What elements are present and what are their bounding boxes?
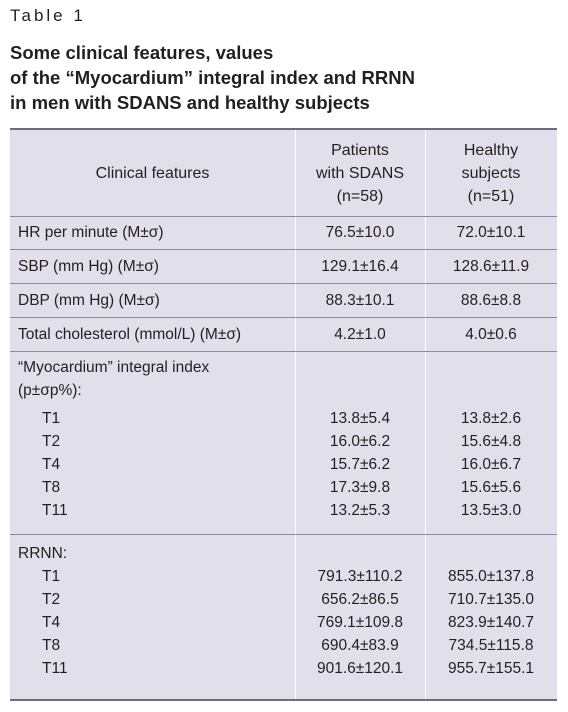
header-healthy-line: subjects — [461, 164, 521, 182]
row-healthy-value: 4.0±0.6 — [465, 325, 517, 343]
table-title-line: Some clinical features, values — [10, 42, 274, 63]
sub-row-patients-value: 16.0±6.2 — [329, 432, 391, 450]
sub-row-healthy-value: 734.5±115.8 — [448, 636, 534, 654]
table-label: Table 1 — [10, 6, 86, 25]
section-title-line: “Myocardium” integral index — [10, 356, 557, 379]
sub-row: T1 791.3±110.2 855.0±137.8 — [10, 565, 557, 588]
sub-row: T11 13.2±5.3 13.5±3.0 — [10, 499, 557, 522]
row-healthy-value: 88.6±8.8 — [460, 291, 522, 309]
header-patients-line: with SDANS — [315, 164, 405, 182]
sub-row-patients-value: 13.8±5.4 — [329, 409, 391, 427]
sub-row: T4 15.7±6.2 16.0±6.7 — [10, 453, 557, 476]
header-healthy: Healthy subjects (n=51) — [425, 130, 557, 216]
sub-row-healthy-value: 16.0±6.7 — [460, 455, 522, 473]
table-row-hr: HR per minute (M±σ) 76.5±10.0 72.0±10.1 — [10, 216, 557, 250]
row-patients-value: 88.3±10.1 — [325, 291, 395, 309]
section-title: (p±σp%): — [18, 381, 82, 399]
table-header: Clinical features Patients with SDANS (n… — [10, 130, 557, 217]
table-row-cholesterol: Total cholesterol (mmol/L) (M±σ) 4.2±1.0… — [10, 318, 557, 352]
sub-row-healthy-value: 15.6±4.8 — [460, 432, 522, 450]
row-healthy-value: 72.0±10.1 — [456, 223, 526, 241]
sub-row-patients-value: 13.2±5.3 — [329, 501, 391, 519]
sub-row-label: T1 — [42, 567, 61, 585]
sub-row-patients-value: 15.7±6.2 — [329, 455, 391, 473]
sub-row: T11 901.6±120.1 955.7±155.1 — [10, 657, 557, 680]
row-label: Total cholesterol (mmol/L) (M±σ) — [18, 325, 242, 343]
table-title-line: of the “Myocardium” integral index and R… — [10, 67, 415, 88]
row-patients-value: 129.1±16.4 — [321, 257, 399, 275]
row-healthy-value: 128.6±11.9 — [452, 257, 530, 275]
section-title-line: RRNN: — [10, 542, 557, 565]
sub-row-label: T8 — [42, 478, 61, 496]
section-title: “Myocardium” integral index — [18, 358, 210, 376]
sub-row: T8 17.3±9.8 15.6±5.6 — [10, 476, 557, 499]
row-label: DBP (mm Hg) (M±σ) — [18, 291, 160, 309]
sub-row-patients-value: 791.3±110.2 — [317, 567, 403, 585]
sub-row-label: T2 — [42, 590, 61, 608]
sub-row: T4 769.1±109.8 823.9±140.7 — [10, 611, 557, 634]
header-patients-line: Patients — [331, 141, 389, 159]
sub-row-patients-value: 656.2±86.5 — [321, 590, 399, 608]
sub-row: T2 16.0±6.2 15.6±4.8 — [10, 430, 557, 453]
table-section-myocardium: “Myocardium” integral index (p±σp%): T1 … — [10, 352, 557, 535]
sub-row-patients-value: 17.3±9.8 — [329, 478, 391, 496]
sub-row-healthy-value: 855.0±137.8 — [447, 567, 535, 585]
header-clinical-features: Clinical features — [95, 164, 210, 182]
sub-row-healthy-value: 15.6±5.6 — [460, 478, 522, 496]
table-section-rrnn: RRNN: T1 791.3±110.2 855.0±137.8 T2 656.… — [10, 535, 557, 701]
sub-row-label: T8 — [42, 636, 61, 654]
sub-row: T1 13.8±5.4 13.8±2.6 — [10, 407, 557, 430]
header-healthy-line: (n=51) — [467, 187, 515, 205]
sub-row-patients-value: 690.4±83.9 — [321, 636, 399, 654]
sub-row-healthy-value: 955.7±155.1 — [447, 659, 535, 677]
sub-row-healthy-value: 823.9±140.7 — [447, 613, 535, 631]
column-divider — [295, 130, 296, 699]
row-patients-value: 4.2±1.0 — [334, 325, 386, 343]
header-patients-line: (n=58) — [336, 187, 384, 205]
sub-row-patients-value: 901.6±120.1 — [316, 659, 404, 677]
section-title: RRNN: — [18, 544, 68, 562]
sub-row-healthy-value: 13.5±3.0 — [460, 501, 522, 519]
table-title-line: in men with SDANS and healthy subjects — [10, 92, 370, 113]
clinical-features-table: Clinical features Patients with SDANS (n… — [10, 128, 557, 701]
section-title-line: (p±σp%): — [10, 379, 557, 402]
sub-row-label: T1 — [42, 409, 61, 427]
sub-row-label: T4 — [42, 455, 61, 473]
sub-row-label: T4 — [42, 613, 61, 631]
sub-row: T8 690.4±83.9 734.5±115.8 — [10, 634, 557, 657]
header-patients: Patients with SDANS (n=58) — [295, 130, 425, 216]
row-label: SBP (mm Hg) (M±σ) — [18, 257, 159, 275]
sub-row-label: T11 — [42, 659, 68, 677]
table-row-dbp: DBP (mm Hg) (M±σ) 88.3±10.1 88.6±8.8 — [10, 284, 557, 318]
table-title: Some clinical features, values of the “M… — [10, 40, 550, 115]
sub-row-patients-value: 769.1±109.8 — [316, 613, 404, 631]
sub-row-healthy-value: 13.8±2.6 — [460, 409, 522, 427]
table-row-sbp: SBP (mm Hg) (M±σ) 129.1±16.4 128.6±11.9 — [10, 250, 557, 284]
sub-row: T2 656.2±86.5 710.7±135.0 — [10, 588, 557, 611]
column-divider — [425, 130, 426, 699]
header-healthy-line: Healthy — [463, 141, 519, 159]
sub-row-label: T2 — [42, 432, 61, 450]
sub-row-label: T11 — [42, 501, 68, 519]
sub-row-healthy-value: 710.7±135.0 — [447, 590, 535, 608]
row-label: HR per minute (M±σ) — [18, 223, 164, 241]
row-patients-value: 76.5±10.0 — [325, 223, 395, 241]
